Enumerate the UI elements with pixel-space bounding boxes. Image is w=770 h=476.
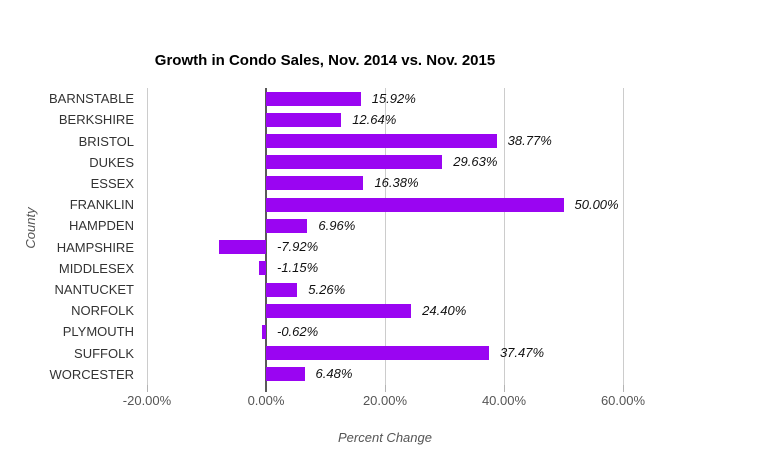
x-axis-tick [504,385,505,392]
category-label: BRISTOL [78,133,134,149]
bar [266,197,564,212]
category-label: SUFFOLK [74,345,134,361]
category-label: NORFOLK [71,303,134,319]
x-axis-tick [385,385,386,392]
bar [266,218,308,233]
bar [262,324,266,339]
value-label: 12.64% [352,111,397,127]
value-label: 6.48% [315,366,353,382]
x-axis-tick [623,385,624,392]
value-label: 50.00% [574,196,619,212]
category-label: PLYMOUTH [62,324,134,340]
value-label: 38.77% [507,133,552,149]
x-axis-title: Percent Change [338,430,432,445]
x-tick-label: 60.00% [600,393,646,408]
x-axis-gridline [504,88,505,385]
bar [266,112,342,127]
x-axis-gridline [147,88,148,385]
bar [218,240,266,255]
category-label: HAMPDEN [68,218,134,234]
value-label: 15.92% [371,90,416,106]
x-tick-label: 40.00% [481,393,527,408]
category-label: HAMPSHIRE [56,239,134,255]
value-label: 16.38% [374,175,419,191]
bar [266,176,364,191]
bar [266,134,497,149]
bar [259,261,266,276]
value-label: 24.40% [422,302,467,318]
x-axis-gridline [623,88,624,385]
category-label: ESSEX [90,175,134,191]
category-label: BERKSHIRE [58,112,134,128]
bar [266,282,298,297]
x-axis-gridline [385,88,386,385]
value-label: 5.26% [308,281,346,297]
x-axis-tick [147,385,148,392]
chart-title: Growth in Condo Sales, Nov. 2014 vs. Nov… [154,52,496,69]
value-label: -1.15% [277,260,319,276]
value-label: 29.63% [453,154,498,170]
bar [266,155,443,170]
category-label: DUKES [89,154,134,170]
x-tick-label: -20.00% [122,393,172,408]
category-label: FRANKLIN [69,197,134,213]
bar [266,91,361,106]
x-tick-label: 0.00% [247,393,285,408]
y-axis-title: County [23,207,38,249]
value-label: -0.62% [277,323,319,339]
zero-axis-line [265,88,267,392]
value-label: -7.92% [277,239,319,255]
x-tick-label: 20.00% [362,393,408,408]
bar [266,367,305,382]
category-label: BARNSTABLE [48,91,134,107]
category-label: NANTUCKET [54,282,134,298]
bar [266,346,489,361]
value-label: 37.47% [499,345,545,361]
bar [266,303,412,318]
category-label: WORCESTER [49,366,135,382]
value-label: 6.96% [318,217,356,233]
category-label: MIDDLESEX [58,260,134,276]
